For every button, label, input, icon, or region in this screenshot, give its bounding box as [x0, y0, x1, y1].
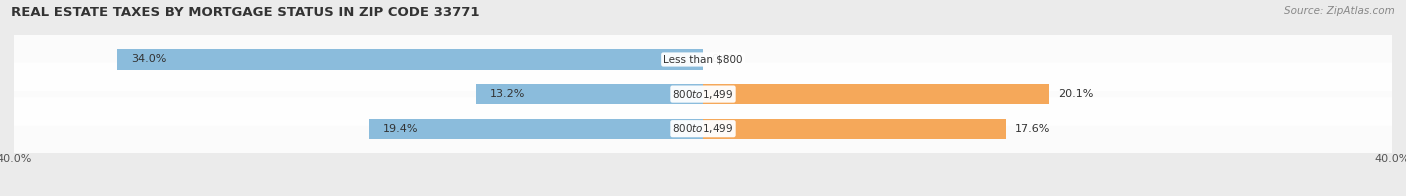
- Bar: [475, 84, 703, 104]
- Bar: [368, 119, 703, 139]
- Text: 13.2%: 13.2%: [489, 89, 524, 99]
- FancyBboxPatch shape: [0, 28, 1406, 91]
- Text: 17.6%: 17.6%: [1015, 124, 1050, 134]
- Text: 0.0%: 0.0%: [711, 54, 740, 64]
- Bar: [117, 49, 703, 70]
- Text: 34.0%: 34.0%: [131, 54, 166, 64]
- Text: 20.1%: 20.1%: [1057, 89, 1094, 99]
- Bar: [703, 119, 1007, 139]
- FancyBboxPatch shape: [0, 97, 1406, 160]
- Text: Less than $800: Less than $800: [664, 54, 742, 64]
- Bar: [703, 84, 1049, 104]
- Text: REAL ESTATE TAXES BY MORTGAGE STATUS IN ZIP CODE 33771: REAL ESTATE TAXES BY MORTGAGE STATUS IN …: [11, 6, 479, 19]
- Legend: Without Mortgage, With Mortgage: Without Mortgage, With Mortgage: [588, 193, 818, 196]
- Text: $800 to $1,499: $800 to $1,499: [672, 122, 734, 135]
- Text: $800 to $1,499: $800 to $1,499: [672, 88, 734, 101]
- Text: 19.4%: 19.4%: [382, 124, 418, 134]
- Text: Source: ZipAtlas.com: Source: ZipAtlas.com: [1284, 6, 1395, 16]
- FancyBboxPatch shape: [0, 63, 1406, 126]
